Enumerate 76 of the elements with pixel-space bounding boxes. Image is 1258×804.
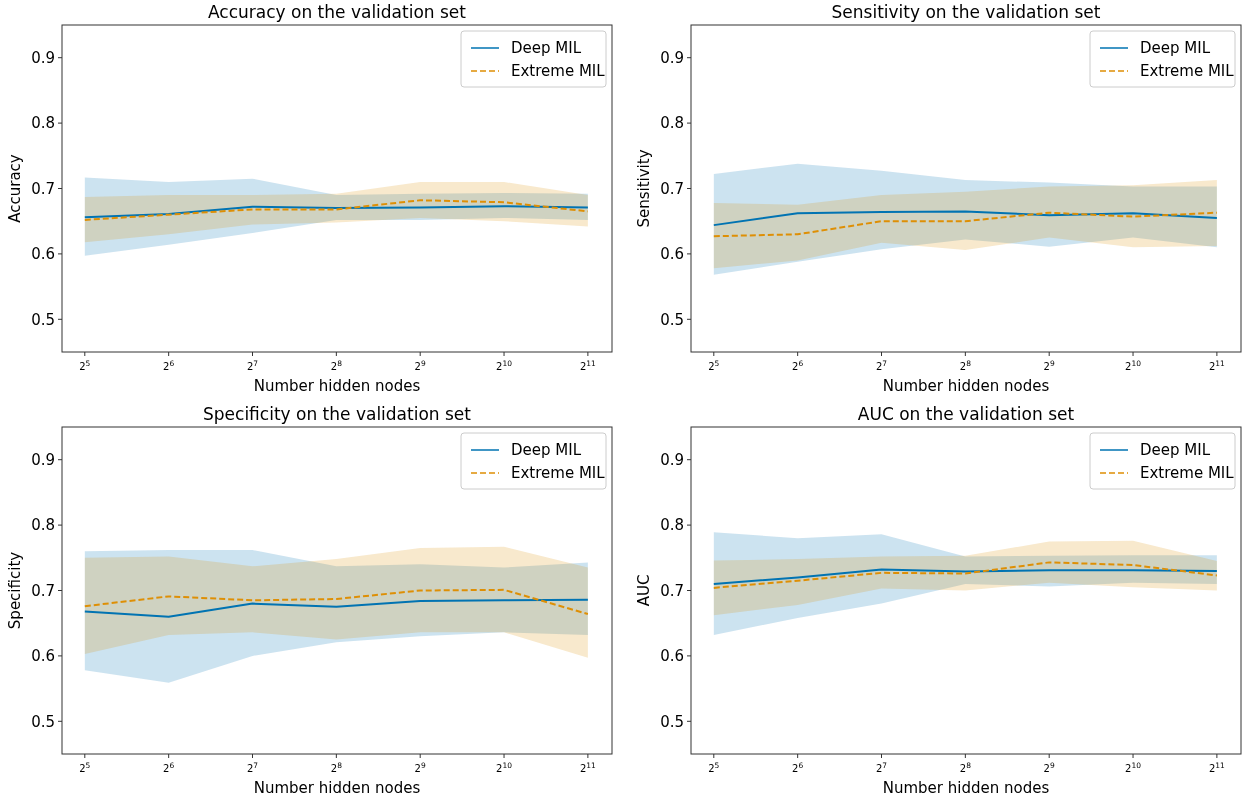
x-tick-label: 2$^{10}$ [1125,358,1142,372]
line-series [83,598,589,618]
x-tick-label: 2$^{6}$ [163,760,175,774]
legend-label: Deep MIL [1140,441,1211,460]
line-series [712,210,1218,227]
chart-title: Accuracy on the validation set [208,2,467,22]
y-tick-label: 0.5 [31,712,55,731]
y-tick-label: 0.6 [660,245,684,264]
y-tick-label: 0.5 [660,712,684,731]
x-tick-label: 2$^{7}$ [246,358,259,372]
y-tick-label: 0.6 [660,647,684,666]
y-tick-label: 0.5 [31,310,55,329]
y-axis-title: Sensitivity [635,149,653,228]
x-tick-label: 2$^{9}$ [414,760,426,774]
line-series [712,561,1218,589]
x-tick-label: 2$^{10}$ [496,358,513,372]
x-tick-label: 2$^{7}$ [246,760,259,774]
x-tick-label: 2$^{5}$ [708,358,720,372]
legend-label: Deep MIL [511,441,582,460]
y-tick-label: 0.7 [660,179,684,198]
x-tick-label: 2$^{9}$ [414,358,426,372]
y-tick-label: 0.8 [31,516,55,535]
x-tick-label: 2$^{8}$ [959,358,972,372]
x-tick-label: 2$^{8}$ [330,358,343,372]
y-axis-title: Specificity [6,551,24,630]
x-axis-title: Number hidden nodes [253,779,421,797]
y-tick-label: 0.6 [31,245,55,264]
y-tick-label: 0.9 [31,48,55,67]
y-tick-label: 0.8 [660,114,684,133]
x-axis-title: Number hidden nodes [882,779,1050,797]
y-axis-title: AUC [635,574,653,607]
x-tick-label: 2$^{8}$ [959,760,972,774]
line-series [83,205,589,219]
legend-label: Extreme MIL [1140,62,1235,81]
chart-title: Specificity on the validation set [203,404,472,424]
y-tick-label: 0.9 [660,48,684,67]
y-tick-label: 0.9 [31,450,55,469]
x-tick-label: 2$^{6}$ [792,358,804,372]
line-series [83,199,589,221]
x-tick-label: 2$^{11}$ [579,358,597,372]
x-axis-title: Number hidden nodes [882,377,1050,395]
legend-label: Extreme MIL [1140,464,1235,483]
x-tick-label: 2$^{5}$ [79,760,91,774]
line-series [712,568,1218,585]
x-tick-label: 2$^{9}$ [1043,760,1055,774]
y-tick-label: 0.7 [31,179,55,198]
y-tick-label: 0.5 [660,310,684,329]
y-tick-label: 0.7 [31,581,55,600]
x-tick-label: 2$^{8}$ [330,760,343,774]
legend-label: Deep MIL [1140,39,1211,58]
line-series [712,211,1218,238]
x-tick-label: 2$^{11}$ [1208,358,1226,372]
x-tick-label: 2$^{11}$ [579,760,597,774]
legend-label: Extreme MIL [511,62,606,81]
y-tick-label: 0.6 [31,647,55,666]
y-axis-title: Accuracy [6,154,24,223]
x-tick-label: 2$^{11}$ [1208,760,1226,774]
y-tick-label: 0.7 [660,581,684,600]
x-tick-label: 2$^{7}$ [875,760,888,774]
x-tick-label: 2$^{5}$ [79,358,91,372]
x-tick-label: 2$^{10}$ [496,760,513,774]
x-tick-label: 2$^{6}$ [163,358,175,372]
chart-title: AUC on the validation set [857,404,1075,424]
y-tick-label: 0.8 [31,114,55,133]
x-tick-label: 2$^{9}$ [1043,358,1055,372]
legend-label: Deep MIL [511,39,582,58]
line-series [83,588,589,616]
x-axis-title: Number hidden nodes [253,377,421,395]
x-tick-label: 2$^{7}$ [875,358,888,372]
x-tick-label: 2$^{5}$ [708,760,720,774]
x-tick-label: 2$^{10}$ [1125,760,1142,774]
x-tick-label: 2$^{6}$ [792,760,804,774]
legend-label: Extreme MIL [511,464,606,483]
y-tick-label: 0.9 [660,450,684,469]
chart-title: Sensitivity on the validation set [831,2,1101,22]
y-tick-label: 0.8 [660,516,684,535]
